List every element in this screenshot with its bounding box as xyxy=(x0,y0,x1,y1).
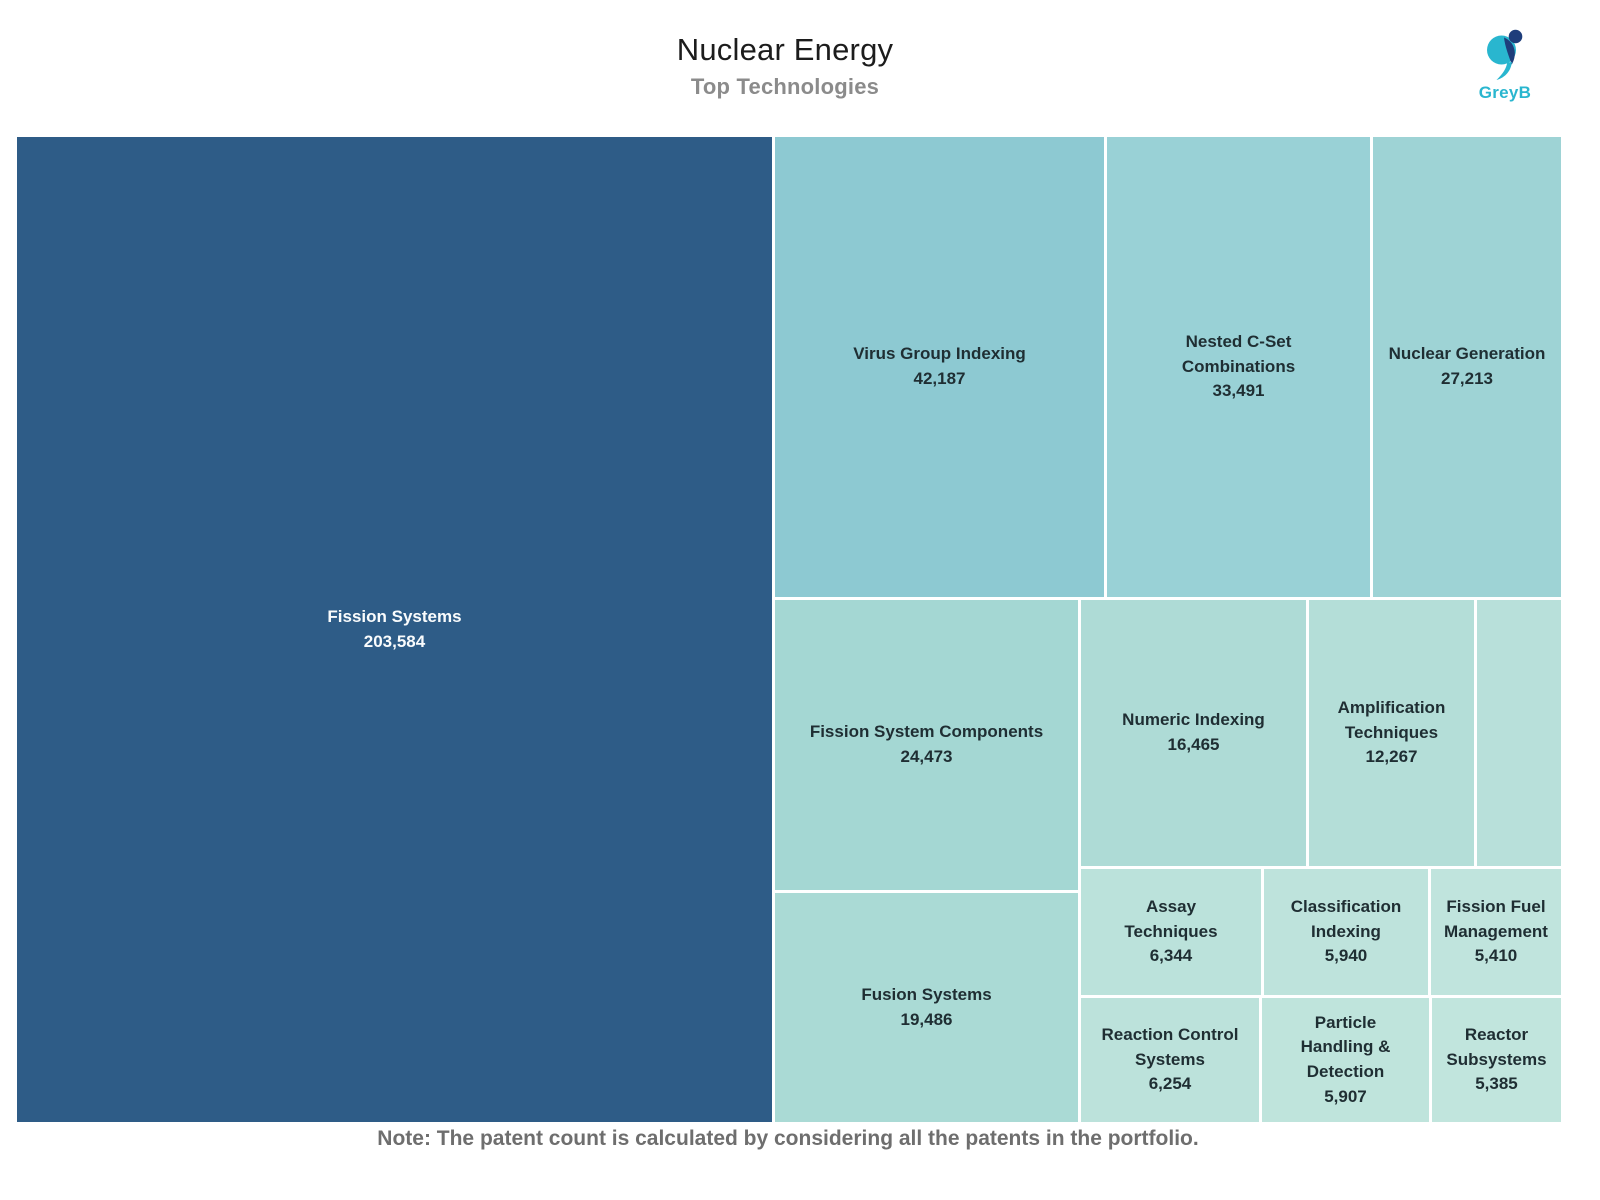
treemap-cell-value: 5,940 xyxy=(1324,946,1368,966)
treemap-cell-fission-systems[interactable]: Fission Systems 203,584 xyxy=(17,137,772,1122)
treemap-cell-reaction-control-systems[interactable]: Reaction Control Systems 6,254 xyxy=(1081,998,1259,1122)
treemap-cell-value: 24,473 xyxy=(900,747,953,766)
treemap-cell-numeric-indexing[interactable]: Numeric Indexing 16,465 xyxy=(1081,600,1306,866)
treemap-cell-label: Numeric Indexing xyxy=(1122,710,1265,730)
treemap-cell-fission-system-components[interactable]: Fission System Components 24,473 xyxy=(775,600,1078,890)
treemap-cell-classification-indexing[interactable]: Classification Indexing 5,940 xyxy=(1264,869,1428,995)
treemap-cell-value: 27,213 xyxy=(1441,369,1493,388)
chart-header: Nuclear Energy Top Technologies xyxy=(0,32,1570,100)
greyb-bird-icon xyxy=(1487,29,1523,80)
treemap-cell-value: 19,486 xyxy=(900,1009,953,1029)
treemap-cell-label: Fusion Systems xyxy=(861,984,992,1004)
treemap-cell-label: Amplification Techniques xyxy=(1337,698,1446,742)
treemap-cell-label: Fission System Components xyxy=(809,722,1044,742)
treemap-cell-value: 6,344 xyxy=(1149,946,1193,966)
treemap-cell-value: 5,385 xyxy=(1475,1074,1518,1094)
treemap-cell-value: 33,491 xyxy=(1212,381,1265,401)
treemap-cell-fusion-systems[interactable]: Fusion Systems 19,486 xyxy=(775,893,1078,1122)
treemap-cell-label: Virus Group Indexing xyxy=(853,344,1026,364)
treemap-cell-label: Nuclear Generation xyxy=(1388,344,1546,364)
treemap-cell-label: Fission Fuel Management xyxy=(1444,897,1548,941)
treemap-cell-nuclear-generation[interactable]: Nuclear Generation 27,213 xyxy=(1373,137,1561,597)
treemap-cell-value: 5,410 xyxy=(1474,946,1518,966)
footer-note: Note: The patent count is calculated by … xyxy=(377,1127,1199,1150)
treemap-cell-label: Particle Handling & Detection xyxy=(1300,1012,1391,1081)
treemap-cell-value: 42,187 xyxy=(913,369,966,388)
treemap-cell-fission-fuel-management[interactable]: Fission Fuel Management 5,410 xyxy=(1431,869,1561,995)
treemap-cell-label: Classification Indexing xyxy=(1290,897,1402,941)
treemap-cell-label: Nested C-Set Combinations xyxy=(1181,332,1296,376)
greyb-logo-text: GreyB xyxy=(1478,83,1532,102)
treemap-cell-particle-handling-detection[interactable]: Particle Handling & Detection 5,907 xyxy=(1262,998,1429,1122)
treemap-cell-value: 16,465 xyxy=(1167,735,1220,754)
treemap-cell-virus-group-indexing[interactable]: Virus Group Indexing 42,187 xyxy=(775,137,1104,597)
treemap-cell-amplification-techniques[interactable]: Amplification Techniques 12,267 xyxy=(1309,600,1474,866)
treemap-cell-nested-c-set-combinations[interactable]: Nested C-Set Combinations 33,491 xyxy=(1107,137,1370,597)
chart-footer: Note: The patent count is calculated by … xyxy=(0,1127,1576,1151)
treemap-cell-value: 5,907 xyxy=(1324,1086,1367,1106)
treemap-cell-assay-techniques[interactable]: Assay Techniques 6,344 xyxy=(1081,869,1261,995)
chart-subtitle: Top Technologies xyxy=(690,74,880,99)
greyb-logo: GreyB xyxy=(1468,28,1542,103)
treemap: Fission Systems 203,584 Virus Group Indexi… xyxy=(17,137,1561,1122)
treemap-cell-label: Reactor Subsystems xyxy=(1446,1025,1547,1069)
treemap-cell-label: Reaction Control Systems xyxy=(1101,1025,1239,1069)
chart-title: Nuclear Energy xyxy=(676,32,894,67)
treemap-cell-unlabeled[interactable] xyxy=(1477,600,1561,866)
treemap-cell-value: 203,584 xyxy=(363,631,426,651)
treemap-cell-value: 12,267 xyxy=(1365,747,1418,767)
treemap-cell-label: Assay Techniques xyxy=(1124,897,1218,941)
treemap-cell-value: 6,254 xyxy=(1148,1074,1192,1094)
treemap-cell-label: Fission Systems xyxy=(327,606,462,626)
treemap-cell-reactor-subsystems[interactable]: Reactor Subsystems 5,385 xyxy=(1432,998,1561,1122)
